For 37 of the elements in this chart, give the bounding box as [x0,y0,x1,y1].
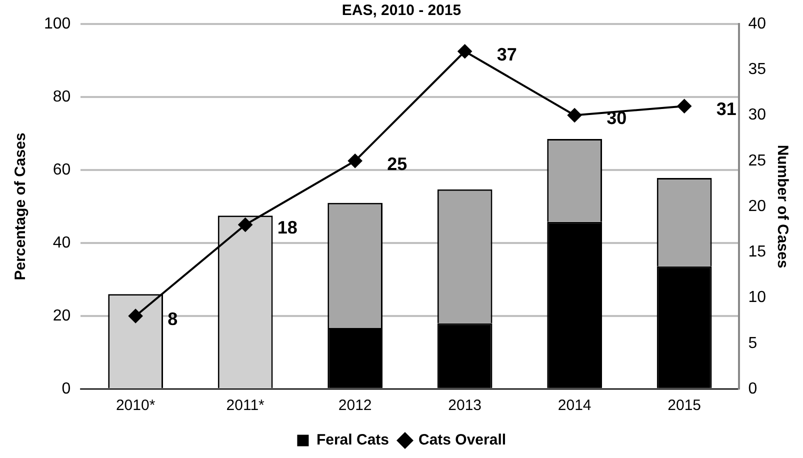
point [128,309,143,323]
x-tick-label: 2012 [338,397,372,414]
point [458,44,472,58]
data-label: 31 [716,99,736,120]
y2-tick-label: 25 [748,152,766,170]
y2-tick-label: 20 [748,198,766,215]
x-tick-label: 2011* [226,397,265,414]
legend-label: Feral Cats [316,432,390,449]
data-label: 18 [277,218,298,238]
x-tick-label: 2010* [116,397,156,414]
y2-tick-label: 0 [748,380,758,398]
y2-tick-label: 40 [748,15,766,32]
chart-title: EAS, 2010 - 2015 [342,2,462,20]
y-tick-label: 100 [44,15,71,32]
point [348,154,362,168]
x-tick-label: 2013 [448,397,482,414]
x-tick-label: 2015 [668,397,702,414]
y2-tick-label: 15 [748,244,766,261]
y-tick-label: 80 [52,88,71,106]
y-tick-label: 20 [52,307,71,324]
data-label: 25 [387,154,408,174]
y-axis-title: Percentage of Cases [12,132,30,280]
y2-tick-label: 35 [748,61,766,78]
y-tick-label: 40 [52,234,71,252]
x-tick-label: 2014 [558,397,592,414]
legend-label: Cats Overall [418,432,506,449]
y2-tick-label: 5 [748,334,758,352]
data-label: 37 [496,44,517,64]
y2-axis-title: Number of Cases [774,144,791,268]
point [568,108,582,122]
point [677,99,692,114]
y2-tick-label: 10 [748,289,766,306]
y-tick-label: 0 [62,380,71,398]
y-tick-label: 60 [52,161,71,178]
point [238,218,252,232]
y2-tick-label: 30 [748,106,766,124]
data-label: 8 [168,308,178,329]
